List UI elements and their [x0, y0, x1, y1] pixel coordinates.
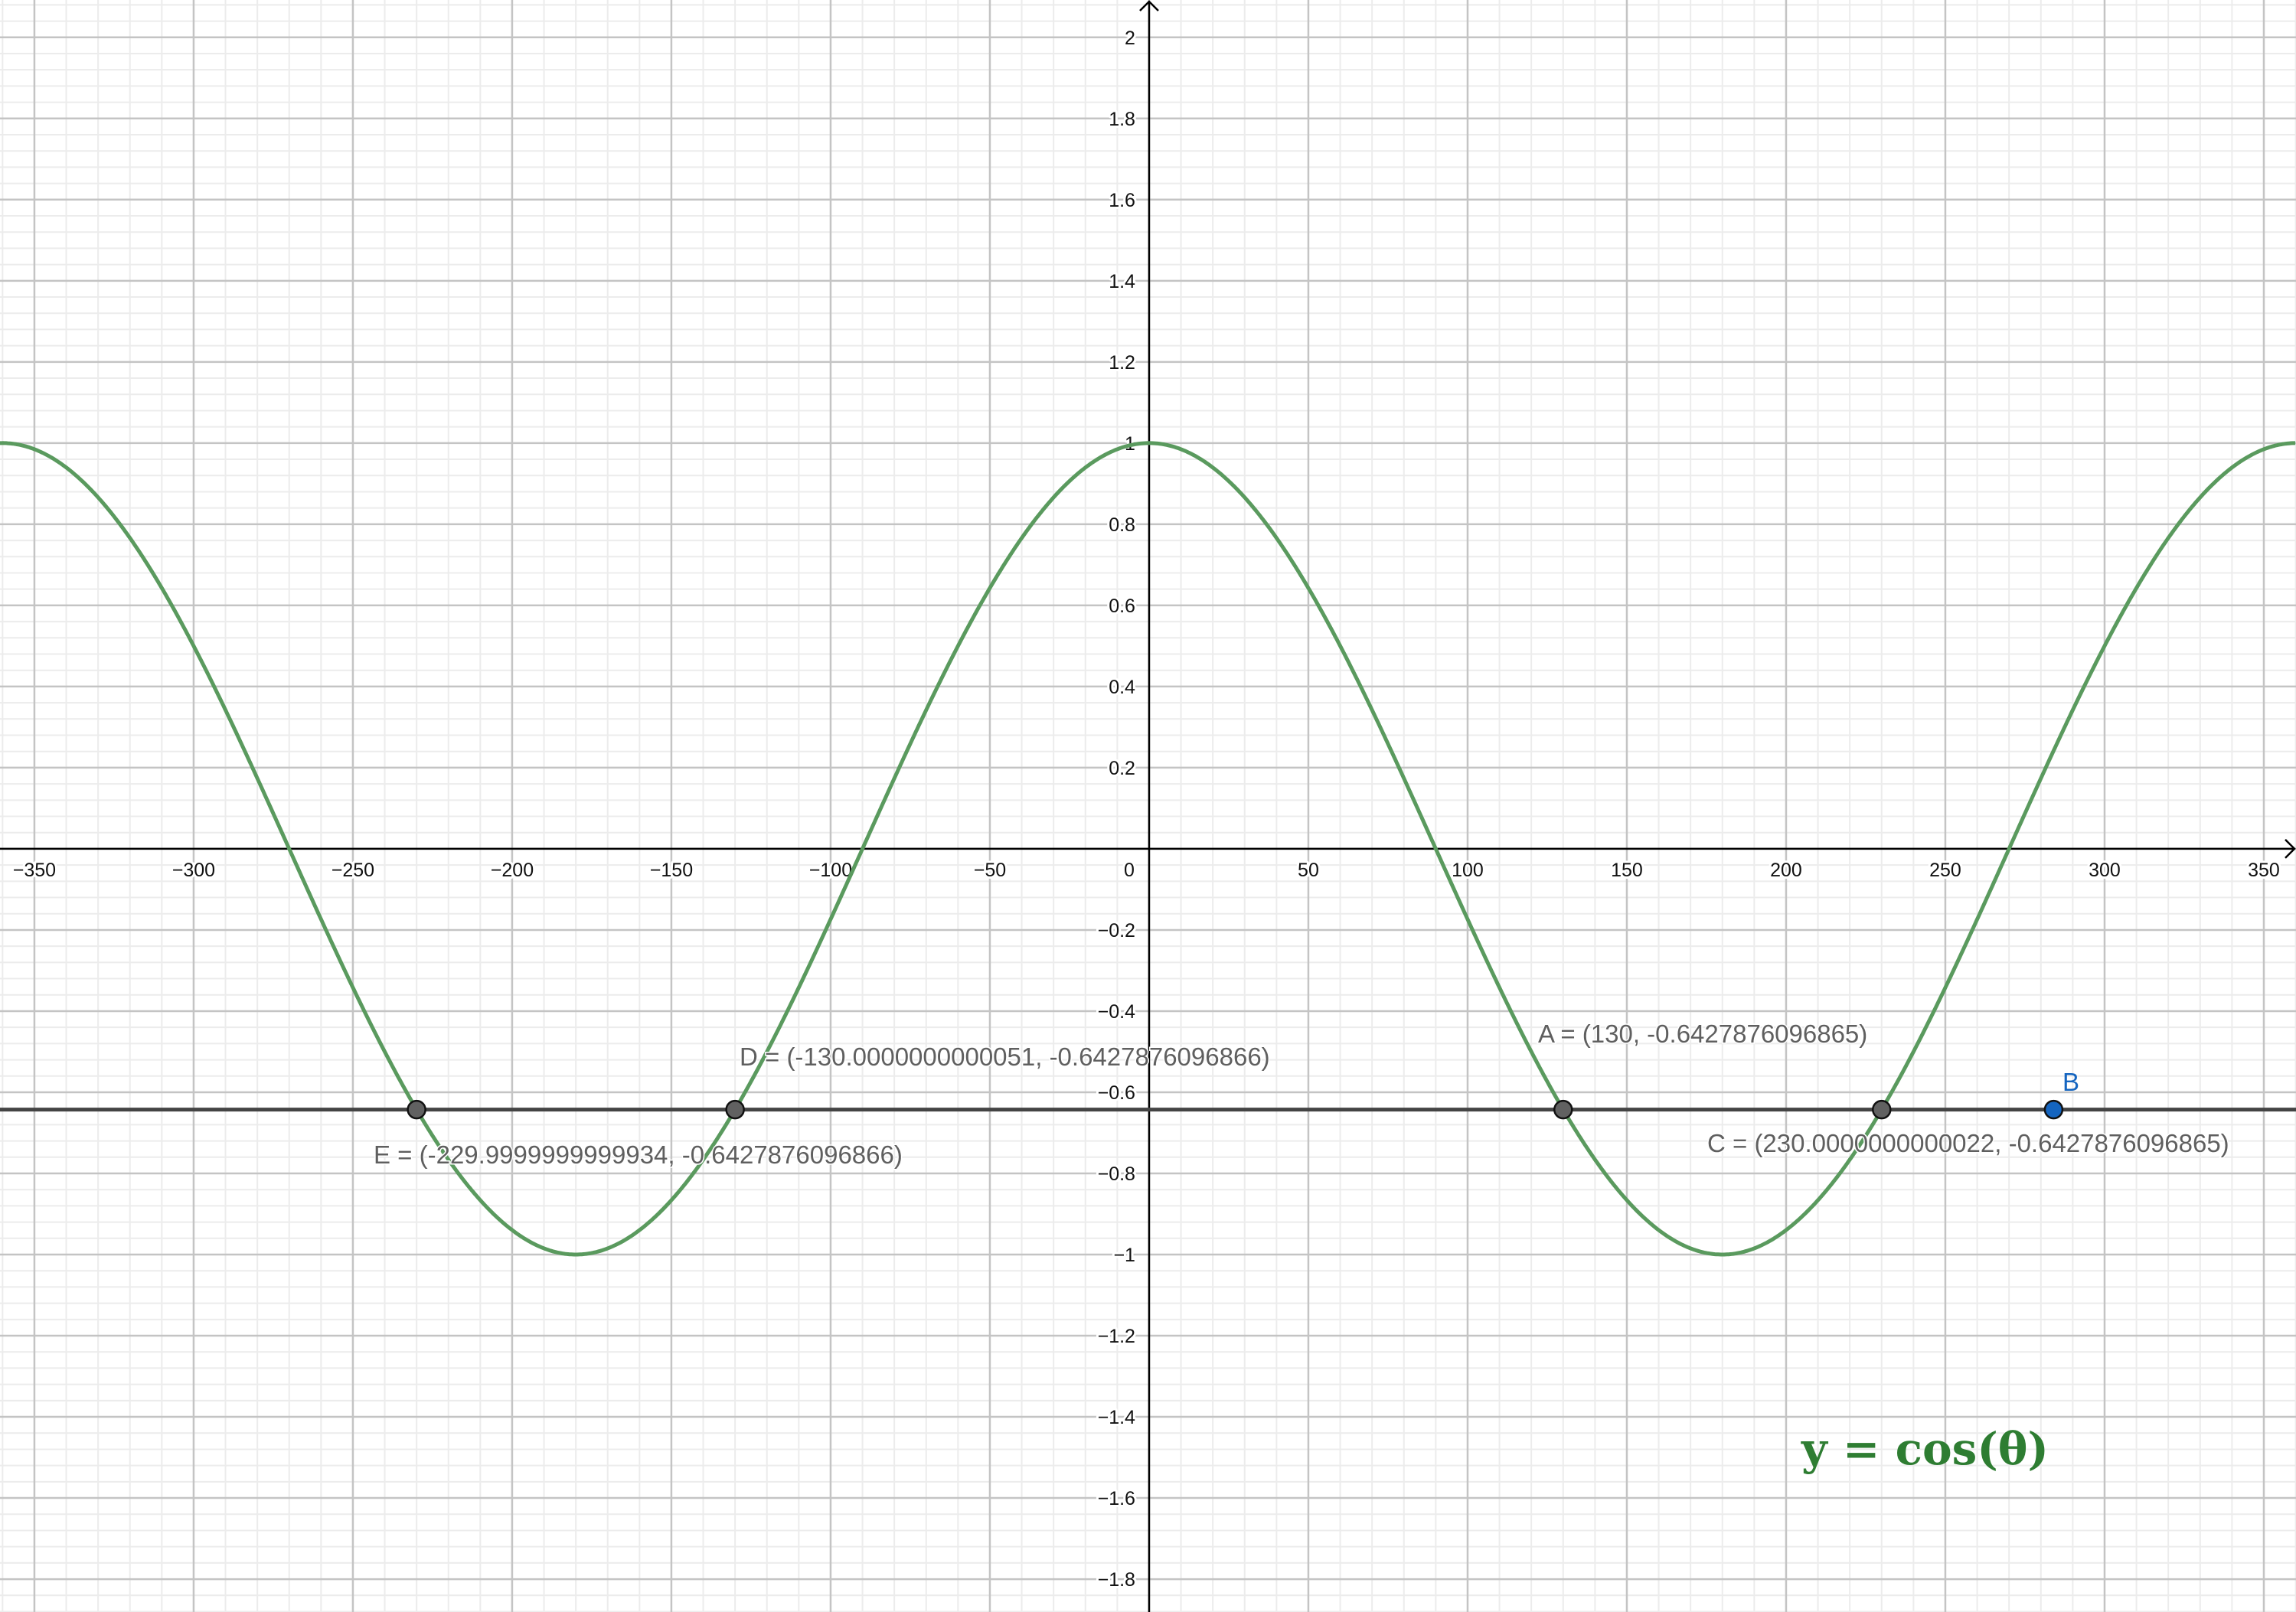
tick-labels: −350 −300 −250 −200 −150 −100 −50 0 50 100 150 200 2…: [11, 25, 2282, 1593]
formula-annotation: y = cos(θ): [1801, 1423, 2049, 1475]
point-label-E: E = (-229.9999999999934, -0.642787609686…: [374, 1140, 903, 1169]
x-tick-label: 100: [1452, 860, 1484, 881]
x-axis-arrow-icon: [2285, 839, 2296, 859]
x-tick-label: 250: [1929, 860, 1961, 881]
point-D[interactable]: [725, 1099, 745, 1120]
y-tick-label: −0.6: [1098, 1082, 1135, 1104]
y-tick-label: 0.8: [1109, 514, 1135, 536]
point-label-C: C = (230.0000000000022, -0.6427876096865…: [1707, 1129, 2229, 1157]
y-tick-label: −1.4: [1098, 1407, 1135, 1428]
y-tick-label: −0.4: [1098, 1001, 1135, 1023]
point-A[interactable]: [1553, 1099, 1573, 1120]
point-C[interactable]: [1872, 1099, 1892, 1120]
y-tick-label: 0.6: [1109, 596, 1135, 617]
y-tick-label: 1.4: [1109, 271, 1135, 292]
y-tick-label: −1.8: [1098, 1569, 1135, 1591]
cosine-curve[interactable]: [0, 441, 2296, 1257]
points[interactable]: [407, 1099, 2064, 1120]
x-tick-label: 350: [2248, 860, 2280, 881]
point-label-B: B: [2062, 1068, 2079, 1096]
point-label-D: D = (-130.0000000000051, -0.642787609686…: [740, 1043, 1270, 1071]
y-tick-label: −0.2: [1098, 920, 1135, 941]
x-tick-label: 300: [2089, 860, 2121, 881]
y-tick-label: 0.2: [1109, 758, 1135, 779]
x-tick-label: 0: [1124, 860, 1135, 881]
y-tick-label: 1.6: [1109, 190, 1135, 211]
y-axis-arrow-icon: [1139, 0, 1159, 11]
x-tick-label: −150: [650, 860, 693, 881]
y-tick-label: 2: [1125, 28, 1135, 49]
x-tick-label: 150: [1611, 860, 1643, 881]
y-tick-label: −1: [1113, 1245, 1135, 1266]
y-tick-label: 1.8: [1109, 109, 1135, 130]
point-labels: A = (130, -0.6427876096865) B C = (230.000…: [373, 1019, 2231, 1170]
x-tick-label: 50: [1298, 860, 1319, 881]
y-tick-label: 1.2: [1109, 352, 1135, 374]
point-B[interactable]: [2043, 1099, 2064, 1120]
x-tick-label: −300: [172, 860, 215, 881]
y-tick-label: −0.8: [1098, 1163, 1135, 1185]
x-tick-label: 200: [1770, 860, 1802, 881]
curves[interactable]: [0, 441, 2296, 1257]
x-tick-label: −200: [491, 860, 534, 881]
x-tick-label: −100: [809, 860, 852, 881]
x-tick-label: −250: [331, 860, 374, 881]
y-tick-label: 0.4: [1109, 677, 1135, 698]
point-E[interactable]: [407, 1099, 426, 1120]
point-label-A: A = (130, -0.6427876096865): [1538, 1020, 1867, 1048]
x-tick-label: −50: [974, 860, 1006, 881]
x-tick-label: −350: [13, 860, 56, 881]
y-tick-label: −1.2: [1098, 1326, 1135, 1347]
y-tick-label: −1.6: [1098, 1488, 1135, 1509]
